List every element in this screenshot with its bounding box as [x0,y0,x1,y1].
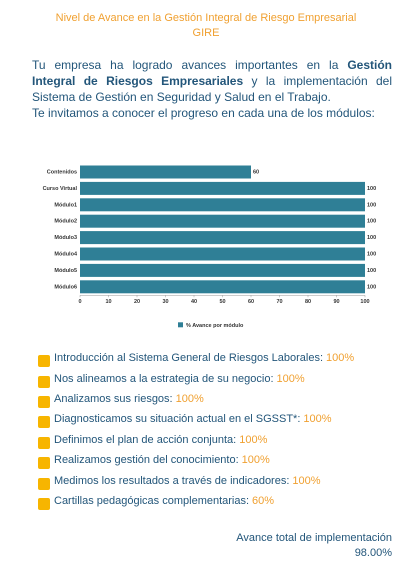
bar [80,181,365,195]
module-text: Introducción al Sistema General de Riesg… [54,352,324,365]
bar [80,280,365,294]
module-value: 100% [276,372,305,385]
bar [80,247,365,261]
module-text: Analizamos sus riesgos: [54,392,173,405]
total-value: 98.00% [354,547,392,559]
module-item: Medimos los resultados a través de indic… [38,470,398,490]
y-tick-label: Módulo5 [54,268,77,274]
module-value: 100% [326,352,355,365]
legend-label: % Avance por módulo [186,323,244,329]
x-tick-label: 30 [162,299,168,305]
module-text: Cartillas pedagógicas complementarias: [54,494,250,507]
module-value: 60% [252,494,275,507]
bullet-icon [38,375,50,388]
bullet-icon [38,436,50,449]
module-item: Realizamos gestión del conocimiento: 100% [38,450,398,470]
bullet-icon [38,395,50,408]
total: Avance total de implementación 98.00% [236,531,392,561]
x-tick-label: 100 [360,299,369,305]
module-text: Nos alineamos a la estrategia de su nego… [54,372,274,385]
bar [80,198,365,212]
module-text: Diagnosticamos su situación actual en el… [54,413,301,426]
module-value: 100% [241,454,270,467]
module-item: Analizamos sus riesgos: 100% [38,389,398,409]
title: Nivel de Avance en la Gestión Integral d… [55,12,357,24]
intro: Tu empresa ha logrado avances importante… [32,57,392,121]
x-tick-label: 70 [276,299,282,305]
data-label: 100 [367,219,376,225]
module-value: 100% [303,413,332,426]
data-label: 100 [367,251,376,257]
intro-text: Tu empresa ha logrado avances importante… [32,58,348,72]
data-label: 100 [367,186,376,192]
data-label: 60 [253,169,259,175]
module-list: Introducción al Sistema General de Riesg… [38,348,398,511]
bar [80,165,251,179]
bar [80,263,365,277]
y-tick-label: Módulo6 [54,284,77,290]
x-tick-label: 20 [134,299,140,305]
data-label: 100 [367,284,376,290]
module-text: Medimos los resultados a través de indic… [54,474,290,487]
x-tick-label: 60 [248,299,254,305]
module-value: 100% [239,433,268,446]
y-tick-label: Módulo4 [54,251,78,257]
data-label: 100 [367,235,376,241]
bar [80,231,365,245]
module-text: Definimos el plan de acción conjunta: [54,433,237,446]
x-tick-label: 40 [191,299,197,305]
module-item: Definimos el plan de acción conjunta: 100… [38,430,398,450]
bullet-icon [38,416,50,429]
x-tick-label: 50 [219,299,225,305]
bar [80,214,365,228]
x-tick-label: 0 [78,299,81,305]
bullet-icon [38,355,50,368]
subtitle: GIRE [192,27,220,39]
legend-swatch [178,322,183,328]
invite-text: Te invitamos a conocer el progreso en ca… [32,106,375,120]
module-item: Nos alineamos a la estrategia de su nego… [38,368,398,388]
module-item: Cartillas pedagógicas complementarias: 60… [38,491,398,511]
intro-text: y la implementación del Sistema de Gesti… [32,74,393,104]
module-item: Introducción al Sistema General de Riesg… [38,348,398,368]
x-tick-label: 90 [333,299,339,305]
module-text: Realizamos gestión del conocimiento: [54,454,239,467]
bullet-icon [38,497,50,510]
y-tick-label: Módulo3 [54,235,77,241]
bullet-icon [38,477,50,490]
total-label: Avance total de implementación [236,532,392,544]
y-tick-label: Módulo1 [54,202,77,208]
module-item: Diagnosticamos su situación actual en el… [38,409,398,429]
y-tick-label: Curso Virtual [43,186,78,192]
data-label: 100 [367,268,376,274]
y-tick-label: Contenidos [47,169,77,175]
bullet-icon [38,457,50,470]
y-tick-label: Módulo2 [54,219,77,225]
data-label: 100 [367,202,376,208]
chart: 0 10 20 30 40 50 60 70 80 90 100 Contenidos 60 Curso … [43,165,376,329]
x-tick-label: 10 [105,299,111,305]
x-tick-label: 80 [305,299,311,305]
intro-bold: Gestión Integral de Riesgos Empresariale… [32,58,392,88]
module-value: 100% [175,392,204,405]
module-value: 100% [292,474,321,487]
